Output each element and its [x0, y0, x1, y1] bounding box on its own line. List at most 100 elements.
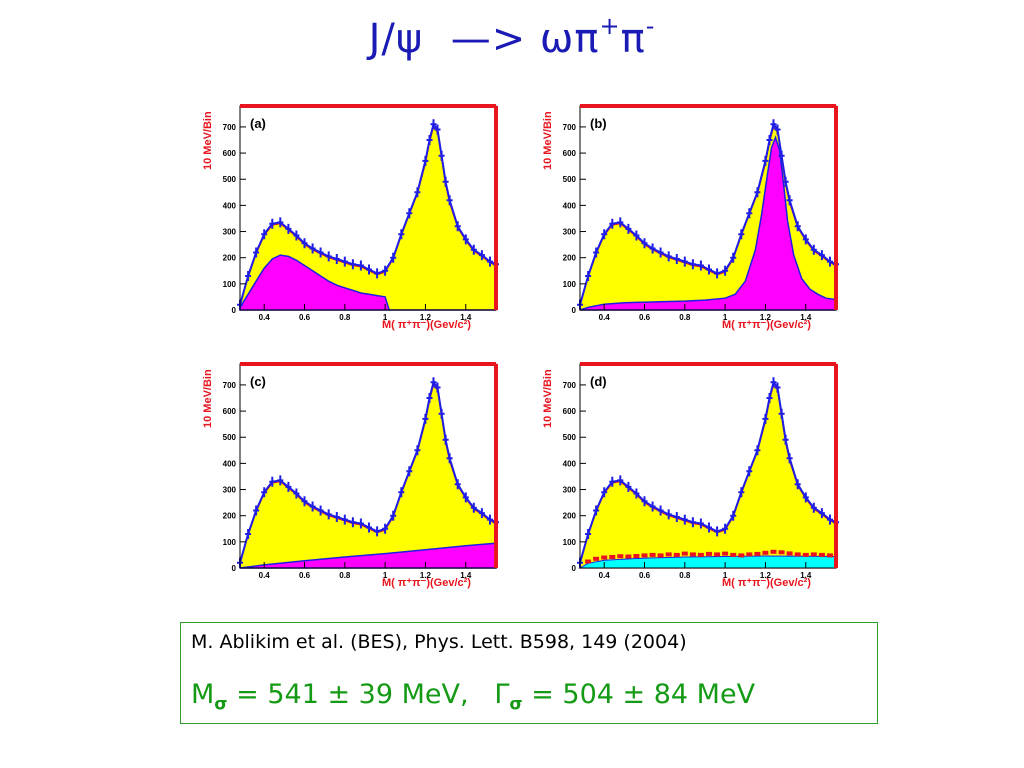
data-point: [778, 150, 785, 161]
data-point: [470, 244, 477, 255]
data-point: [390, 510, 397, 521]
data-point: [426, 135, 433, 145]
y-tick-label: 600: [563, 407, 577, 416]
data-point: [462, 234, 469, 245]
background-point: [722, 551, 729, 556]
x-tick-label: 0.4: [259, 571, 271, 580]
data-point: [406, 466, 413, 477]
data-point: [633, 230, 640, 241]
width-subscript: σ: [509, 694, 523, 715]
data-point: [253, 247, 260, 258]
data-point: [617, 217, 624, 228]
data-point: [774, 124, 781, 135]
x-tick-label: 1.2: [420, 571, 432, 580]
background-point: [641, 553, 648, 558]
background-point: [657, 553, 664, 558]
y-tick-label: 0: [232, 564, 237, 573]
background-point: [706, 551, 712, 556]
x-tick-label: 1.2: [420, 313, 432, 322]
data-point: [454, 479, 461, 490]
data-line: [579, 380, 837, 564]
y-tick-label: 600: [563, 149, 577, 158]
data-point: [487, 256, 493, 267]
citation: M. Ablikim et al. (BES), Phys. Lett. B59…: [191, 631, 687, 653]
data-point: [810, 244, 817, 255]
y-tick-label: 700: [223, 381, 237, 390]
data-point: [689, 517, 696, 528]
background-point: [810, 552, 817, 557]
data-point: [754, 187, 761, 198]
data-point: [689, 259, 696, 270]
data-point: [593, 505, 600, 516]
data-point: [446, 453, 453, 464]
reference-box: M. Ablikim et al. (BES), Phys. Lett. B59…: [180, 622, 878, 724]
data-point: [762, 413, 769, 424]
data-point: [430, 377, 437, 388]
panel-b: 10 MeV/Bin 0 100 200 300 400 500 600 700 0.4 0.6 0…: [536, 100, 846, 340]
data-point: [782, 176, 789, 187]
x-axis-label: M( π⁺π⁻)(Gev/c²): [382, 577, 471, 589]
data-point: [398, 487, 405, 498]
data-point: [438, 150, 445, 161]
data-point: [697, 518, 704, 529]
background-point: [778, 550, 785, 555]
data-point: [786, 453, 793, 464]
background-point: [770, 549, 777, 554]
title-main: J/ψ —> ωπ: [368, 16, 600, 62]
background-point: [625, 554, 632, 559]
y-tick-label: 0: [232, 306, 237, 315]
data-point: [438, 408, 445, 419]
data-point: [478, 250, 485, 261]
chart-a: 0 100 200 300 400 500 600 700 0.4 0.6 0.8 1 1.2 1.4 (a…: [223, 104, 499, 322]
data-point: [301, 238, 308, 249]
data-point: [366, 264, 372, 275]
x-tick-label: 0.6: [299, 313, 311, 322]
data-point: [774, 382, 781, 393]
data-point: [422, 155, 429, 166]
data-point: [827, 514, 833, 525]
data-point: [478, 508, 485, 519]
x-tick-label: 0.6: [639, 571, 651, 580]
data-point: [293, 230, 300, 241]
background-point: [585, 559, 592, 564]
y-tick-label: 700: [563, 381, 577, 390]
background-point: [649, 552, 656, 557]
x-tick-label: 0.8: [679, 313, 691, 322]
x-tick-label: 1: [723, 571, 728, 580]
data-point: [446, 195, 453, 206]
width-symbol: Γ: [494, 679, 510, 710]
data-point: [442, 176, 449, 187]
data-point: [341, 256, 348, 267]
background-point: [786, 551, 793, 556]
background-point: [827, 553, 833, 558]
data-point: [414, 445, 421, 456]
data-point: [754, 445, 761, 456]
y-tick-label: 400: [223, 201, 237, 210]
data-point: [426, 393, 433, 403]
data-point: [794, 479, 801, 490]
background-point: [746, 552, 753, 557]
y-tick-label: 300: [563, 486, 577, 495]
y-tick-label: 400: [563, 459, 577, 468]
data-point: [738, 229, 745, 240]
background-point: [802, 552, 809, 557]
y-tick-label: 100: [223, 538, 237, 547]
data-point: [730, 252, 737, 263]
background-point: [665, 552, 672, 557]
x-tick-label: 1.2: [760, 571, 772, 580]
data-point: [770, 119, 777, 130]
data-point: [434, 382, 441, 393]
data-point: [714, 268, 721, 279]
y-tick-label: 600: [223, 407, 237, 416]
data-point: [722, 265, 729, 276]
data-point: [665, 509, 672, 520]
data-point: [357, 260, 364, 271]
data-point: [593, 247, 600, 258]
data-point: [601, 487, 608, 498]
background-point: [633, 554, 640, 558]
data-point: [818, 250, 825, 261]
data-point: [746, 466, 753, 477]
y-tick-label: 500: [223, 433, 237, 442]
data-point: [818, 508, 825, 519]
data-point: [430, 119, 437, 130]
